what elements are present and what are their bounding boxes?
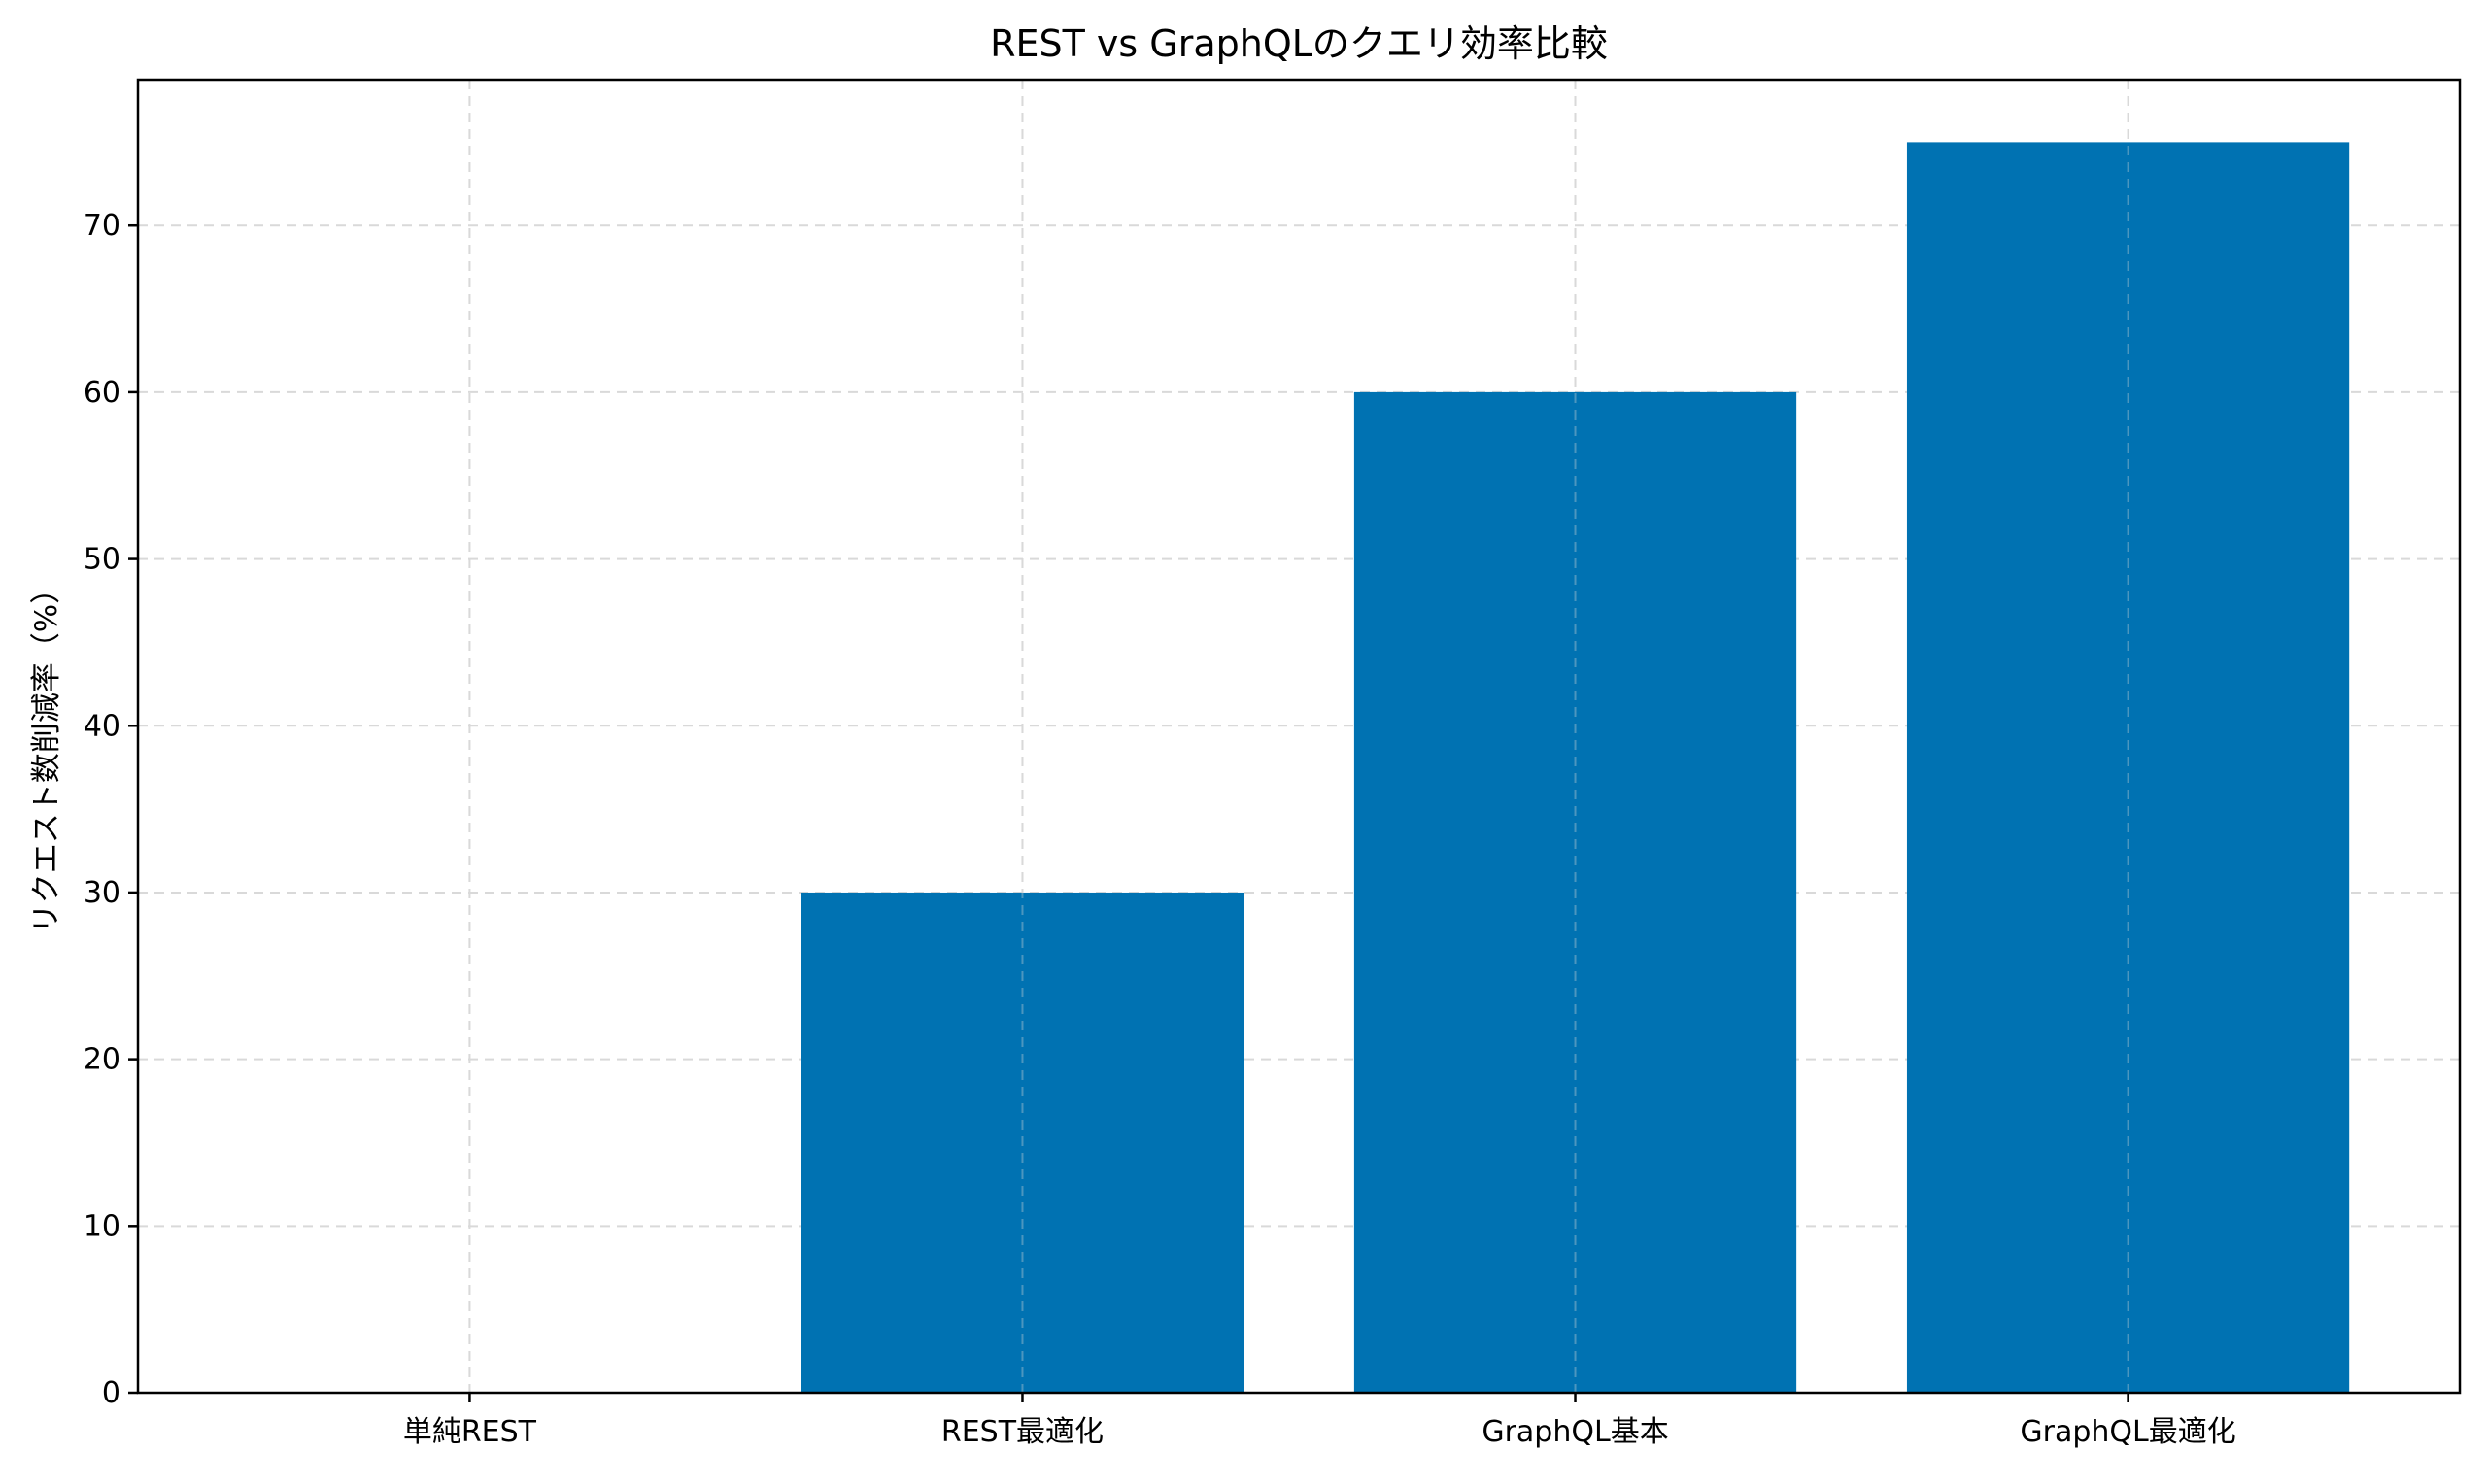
y-tick-label-6: 60 [84,376,120,410]
y-tick-label-5: 50 [84,543,120,577]
y-axis-label: リクエスト数削減率（%） [29,574,64,933]
y-tick-label-2: 20 [84,1043,120,1077]
bar-3 [1906,142,2350,1393]
x-tick-label-3: GraphQL最適化 [2020,1415,2235,1449]
chart-title: REST vs GraphQLのクエリ効率比較 [990,22,1608,65]
bar-1 [801,892,1244,1393]
x-tick-label-0: 単純REST [403,1415,537,1449]
x-tick-label-1: REST最適化 [941,1415,1104,1449]
y-axis-ticks: 0 10 20 30 40 50 60 70 [84,209,138,1410]
y-tick-label-7: 70 [84,209,120,243]
bars [801,142,2350,1393]
x-tick-label-2: GraphQL基本 [1482,1415,1668,1449]
grid-lines-overlay [468,80,2129,1393]
y-tick-label-3: 30 [84,876,120,910]
bar-2 [1353,391,1797,1393]
y-tick-label-0: 0 [102,1376,120,1410]
y-tick-label-4: 40 [84,709,120,743]
plot-frame [136,78,2462,1395]
y-tick-label-1: 10 [84,1209,120,1243]
x-axis-ticks: 単純REST REST最適化 GraphQL基本 GraphQL最適化 [403,1393,2236,1449]
